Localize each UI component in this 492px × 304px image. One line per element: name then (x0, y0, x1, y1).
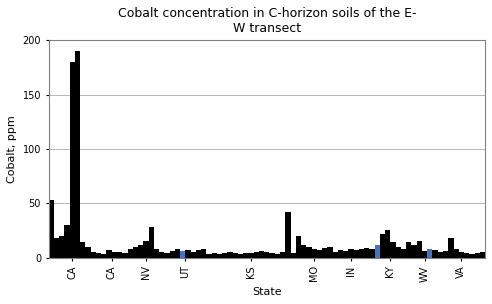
Bar (290, 253, 296, 257)
Bar (391, 242, 396, 257)
Bar (296, 236, 301, 257)
Bar (469, 254, 475, 257)
Bar (201, 249, 206, 257)
Bar (49, 200, 54, 257)
Bar (427, 249, 432, 257)
Bar (475, 253, 480, 257)
Bar (443, 251, 448, 257)
Bar (227, 252, 233, 257)
Bar (322, 248, 327, 257)
Bar (480, 252, 485, 257)
Bar (217, 254, 222, 257)
Bar (406, 242, 411, 257)
Bar (411, 245, 417, 257)
Bar (243, 253, 248, 257)
Bar (75, 51, 80, 257)
Bar (149, 227, 154, 257)
Bar (233, 253, 238, 257)
Bar (369, 249, 374, 257)
Bar (359, 249, 364, 257)
Bar (127, 249, 133, 257)
Bar (448, 238, 454, 257)
Bar (112, 252, 117, 257)
Bar (343, 251, 348, 257)
Bar (354, 250, 359, 257)
Bar (259, 251, 264, 257)
Bar (270, 253, 275, 257)
Bar (133, 247, 138, 257)
Bar (364, 248, 369, 257)
Bar (54, 238, 59, 257)
Bar (70, 62, 75, 257)
Bar (338, 250, 343, 257)
Bar (190, 252, 196, 257)
Bar (454, 249, 459, 257)
Bar (170, 251, 175, 257)
Bar (417, 241, 422, 257)
Bar (459, 252, 464, 257)
Bar (154, 249, 159, 257)
Bar (248, 253, 254, 257)
Bar (64, 225, 70, 257)
Bar (401, 249, 406, 257)
Bar (285, 212, 290, 257)
Bar (254, 252, 259, 257)
Y-axis label: Cobalt, ppm: Cobalt, ppm (7, 115, 17, 183)
Bar (275, 254, 280, 257)
Bar (396, 247, 401, 257)
Bar (180, 251, 185, 257)
Bar (143, 241, 149, 257)
Bar (185, 250, 190, 257)
Bar (138, 245, 143, 257)
Bar (117, 252, 122, 257)
Bar (59, 236, 64, 257)
Bar (438, 252, 443, 257)
Bar (348, 249, 354, 257)
Bar (333, 252, 338, 257)
Bar (96, 253, 101, 257)
Bar (80, 242, 86, 257)
Bar (159, 252, 164, 257)
Bar (175, 249, 180, 257)
Bar (196, 250, 201, 257)
Bar (222, 253, 227, 257)
Bar (101, 254, 106, 257)
Title: Cobalt concentration in C-horizon soils of the E-
W transect: Cobalt concentration in C-horizon soils … (118, 7, 416, 35)
Bar (206, 254, 212, 257)
Bar (264, 252, 270, 257)
Bar (374, 245, 380, 257)
Bar (164, 253, 170, 257)
Bar (86, 247, 91, 257)
X-axis label: State: State (252, 287, 281, 297)
Bar (311, 249, 317, 257)
Bar (327, 247, 333, 257)
Bar (280, 252, 285, 257)
Bar (238, 254, 243, 257)
Bar (380, 234, 385, 257)
Bar (91, 252, 96, 257)
Bar (464, 253, 469, 257)
Bar (317, 250, 322, 257)
Bar (122, 253, 127, 257)
Bar (432, 250, 438, 257)
Bar (307, 247, 311, 257)
Bar (301, 245, 307, 257)
Bar (106, 250, 112, 257)
Bar (212, 253, 217, 257)
Bar (385, 230, 391, 257)
Bar (422, 251, 427, 257)
